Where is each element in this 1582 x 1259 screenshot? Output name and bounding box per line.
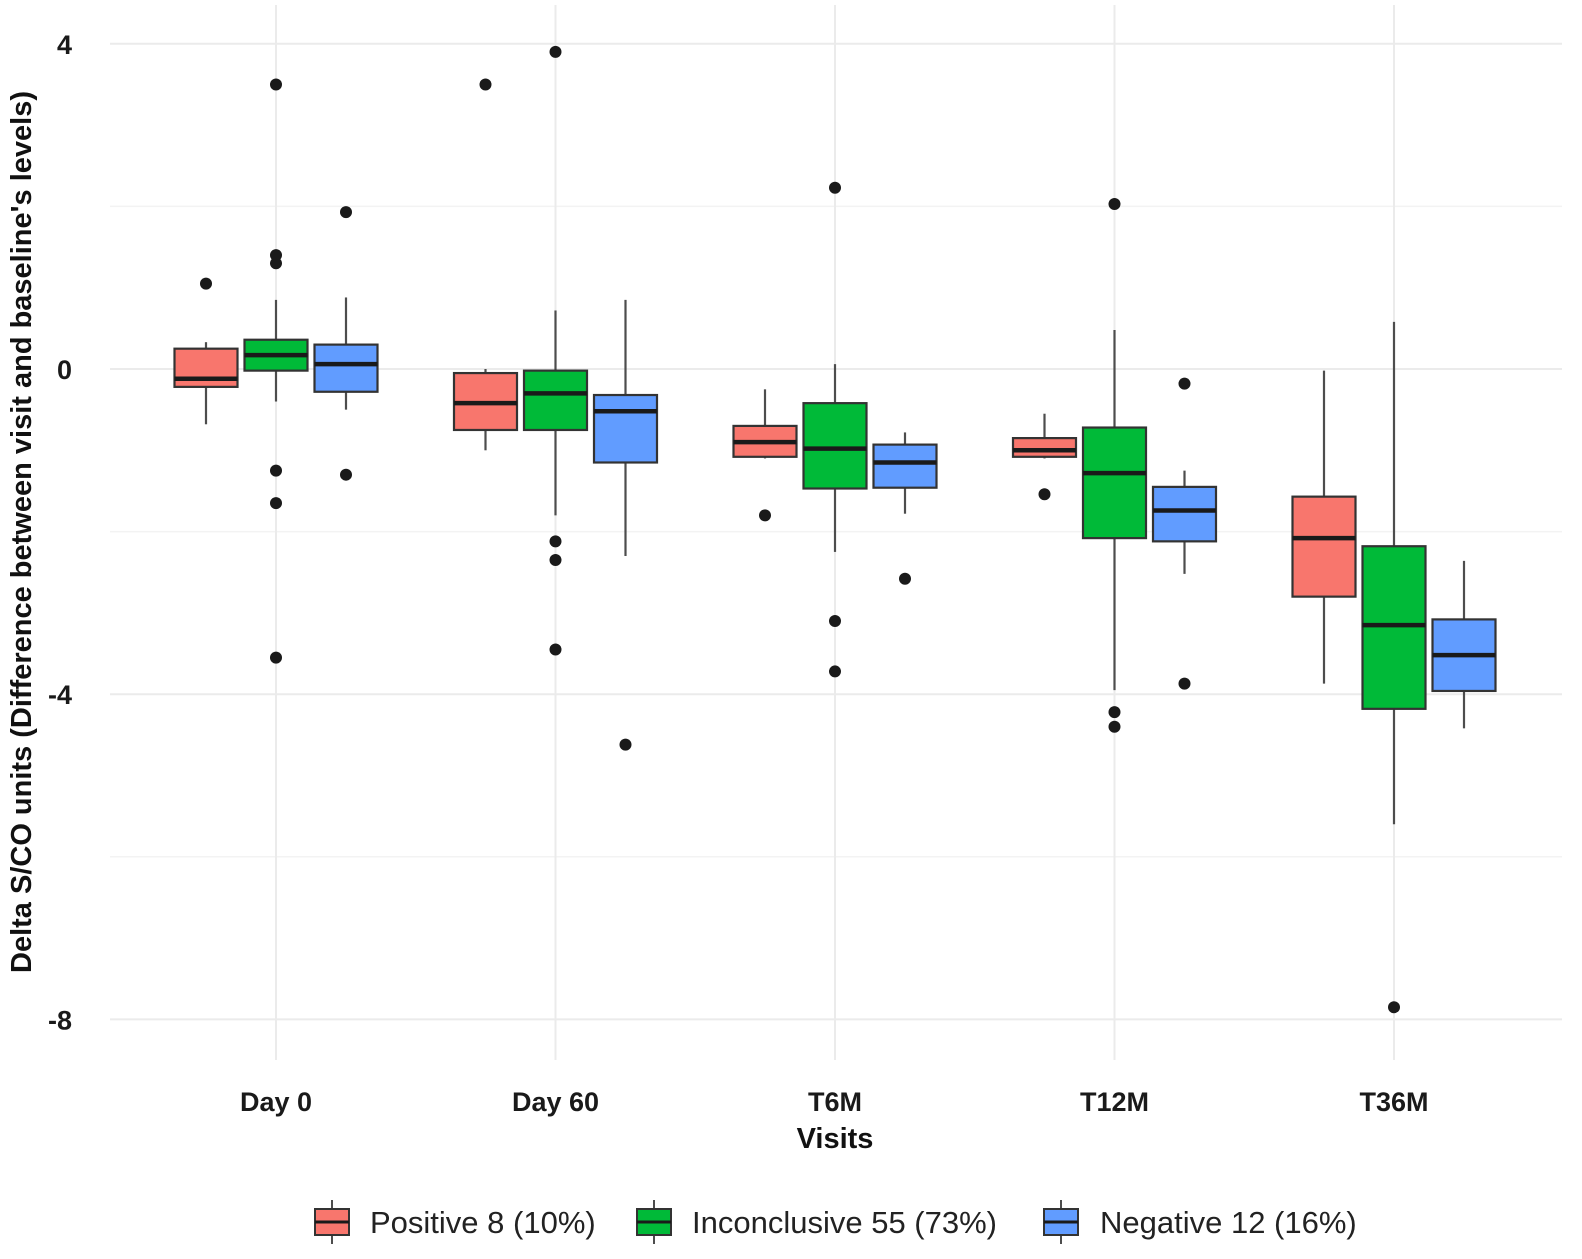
y-axis-title: Delta S/CO units (Difference between vis… (6, 91, 38, 973)
outlier-point (270, 257, 282, 270)
outlier-point (1108, 706, 1121, 719)
outlier-point (340, 206, 352, 219)
box (802, 402, 868, 490)
box (313, 343, 379, 393)
legend-label: Inconclusive 55 (73%) (692, 1205, 997, 1240)
legend-label: Positive 8 (10%) (370, 1205, 596, 1240)
outlier-point (899, 572, 911, 585)
median-layer (174, 352, 1496, 658)
legend-label: Negative 12 (16%) (1100, 1205, 1357, 1240)
outlier-point (1388, 1001, 1400, 1014)
y-tick-label: -4 (48, 680, 72, 710)
x-tick-label: T12M (1080, 1087, 1149, 1117)
y-tick-label: 4 (57, 30, 72, 60)
outlier-point (829, 665, 841, 678)
outlier-point (549, 535, 562, 548)
x-tick-labels: Day 0 Day 60 T6M T12M T36M (240, 1087, 1429, 1117)
outlier-point (479, 78, 492, 91)
box (872, 443, 938, 489)
x-tick-label: T36M (1359, 1087, 1428, 1117)
outlier-point (270, 497, 282, 510)
whisker-layer (204, 297, 1466, 825)
box (1081, 426, 1148, 540)
outlier-point (1108, 197, 1121, 210)
x-tick-label: Day 0 (240, 1087, 312, 1117)
box (173, 347, 239, 388)
outlier-point (549, 554, 562, 567)
legend: Positive 8 (10%) Inconclusive 55 (73%) Neg… (314, 1200, 1357, 1244)
outlier-point (759, 509, 771, 522)
box (592, 393, 659, 464)
box (522, 369, 589, 432)
box (1011, 437, 1078, 458)
outlier-point (549, 643, 562, 656)
outlier-point (829, 181, 841, 194)
outlier-point (829, 615, 841, 628)
outlier-point (1178, 677, 1191, 690)
outlier-point (1178, 377, 1191, 390)
outlier-point (200, 277, 212, 290)
y-tick-labels: 4 0 -4 -8 (48, 30, 72, 1036)
y-tick-label: -8 (48, 1005, 72, 1035)
x-axis-title: Visits (797, 1123, 874, 1155)
y-tick-label: 0 (57, 355, 72, 385)
outlier-point (270, 651, 282, 664)
box (1151, 485, 1218, 543)
outlier-point (1108, 720, 1121, 733)
box (1361, 545, 1427, 710)
outlier-point (270, 78, 282, 91)
outlier-point (619, 738, 632, 751)
box (1291, 495, 1357, 598)
x-tick-label: Day 60 (512, 1087, 599, 1117)
outlier-point (340, 468, 352, 481)
outlier-point (549, 45, 562, 58)
flier-layer (200, 45, 1400, 1014)
outlier-point (1038, 488, 1051, 501)
x-tick-label: T6M (808, 1087, 862, 1117)
outlier-point (270, 464, 282, 477)
